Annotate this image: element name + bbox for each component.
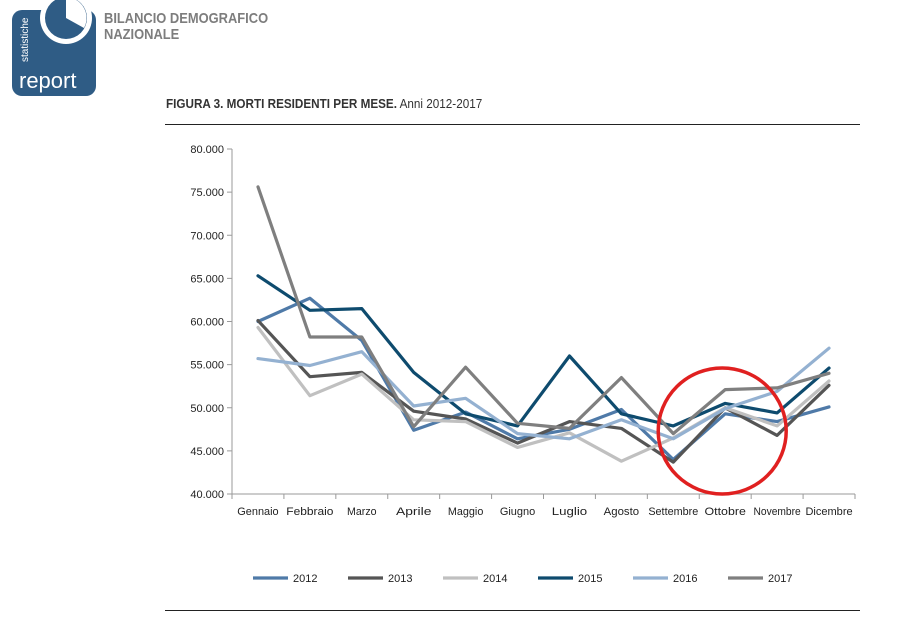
y-tick-label: 75.000: [190, 187, 224, 199]
x-tick-label: Settembre: [648, 506, 698, 518]
legend-label-2013: 2013: [388, 573, 412, 585]
series-line-2014: [256, 325, 831, 463]
y-tick-label: 70.000: [190, 230, 224, 242]
legend-label-2017: 2017: [768, 573, 792, 585]
y-tick-label: 60.000: [190, 317, 224, 329]
legend-label-2014: 2014: [483, 573, 507, 585]
x-tick-label: Luglio: [552, 506, 587, 518]
x-tick-label: Febbraio: [286, 506, 333, 518]
figure-title: FIGURA 3. MORTI RESIDENTI PER MESE. Anni…: [166, 96, 482, 111]
logo-word: report: [19, 68, 76, 93]
legend-label-2015: 2015: [578, 573, 602, 585]
legend-label-2012: 2012: [293, 573, 317, 585]
top-rule: [165, 124, 860, 125]
x-tick-label: Ottobre: [705, 506, 746, 518]
y-tick-label: 65.000: [190, 273, 224, 285]
publication-title: BILANCIO DEMOGRAFICO NAZIONALE: [104, 11, 293, 43]
series-line-2017: [256, 185, 831, 436]
x-tick-label: Novembre: [754, 506, 801, 518]
x-tick-label: Aprile: [396, 506, 431, 518]
y-tick-label: 80.000: [190, 144, 224, 156]
figure-title-rest: Anni 2012-2017: [396, 96, 483, 111]
x-tick-label: Maggio: [448, 506, 483, 518]
publication-title-line1: BILANCIO DEMOGRAFICO: [104, 10, 269, 27]
y-tick-label: 40.000: [190, 489, 224, 501]
x-tick-label: Gennaio: [237, 506, 278, 518]
x-tick-label: Agosto: [604, 506, 639, 518]
y-tick-label: 45.000: [190, 446, 224, 458]
x-tick-label: Dicembre: [805, 506, 852, 518]
legend-label-2016: 2016: [673, 573, 697, 585]
logo-vertical-text: statistiche: [20, 17, 31, 62]
y-tick-label: 55.000: [190, 360, 224, 372]
statistiche-report-logo: statistiche report: [12, 0, 96, 96]
highlight-circle: [656, 366, 788, 496]
y-tick-label: 50.000: [190, 403, 224, 415]
figure-title-bold: FIGURA 3. MORTI RESIDENTI PER MESE.: [166, 96, 397, 111]
x-tick-label: Giugno: [500, 506, 535, 518]
series-line-2016: [256, 346, 831, 441]
bottom-rule: [165, 610, 860, 611]
x-tick-label: Marzo: [347, 506, 377, 518]
publication-title-line2: NAZIONALE: [104, 26, 180, 43]
